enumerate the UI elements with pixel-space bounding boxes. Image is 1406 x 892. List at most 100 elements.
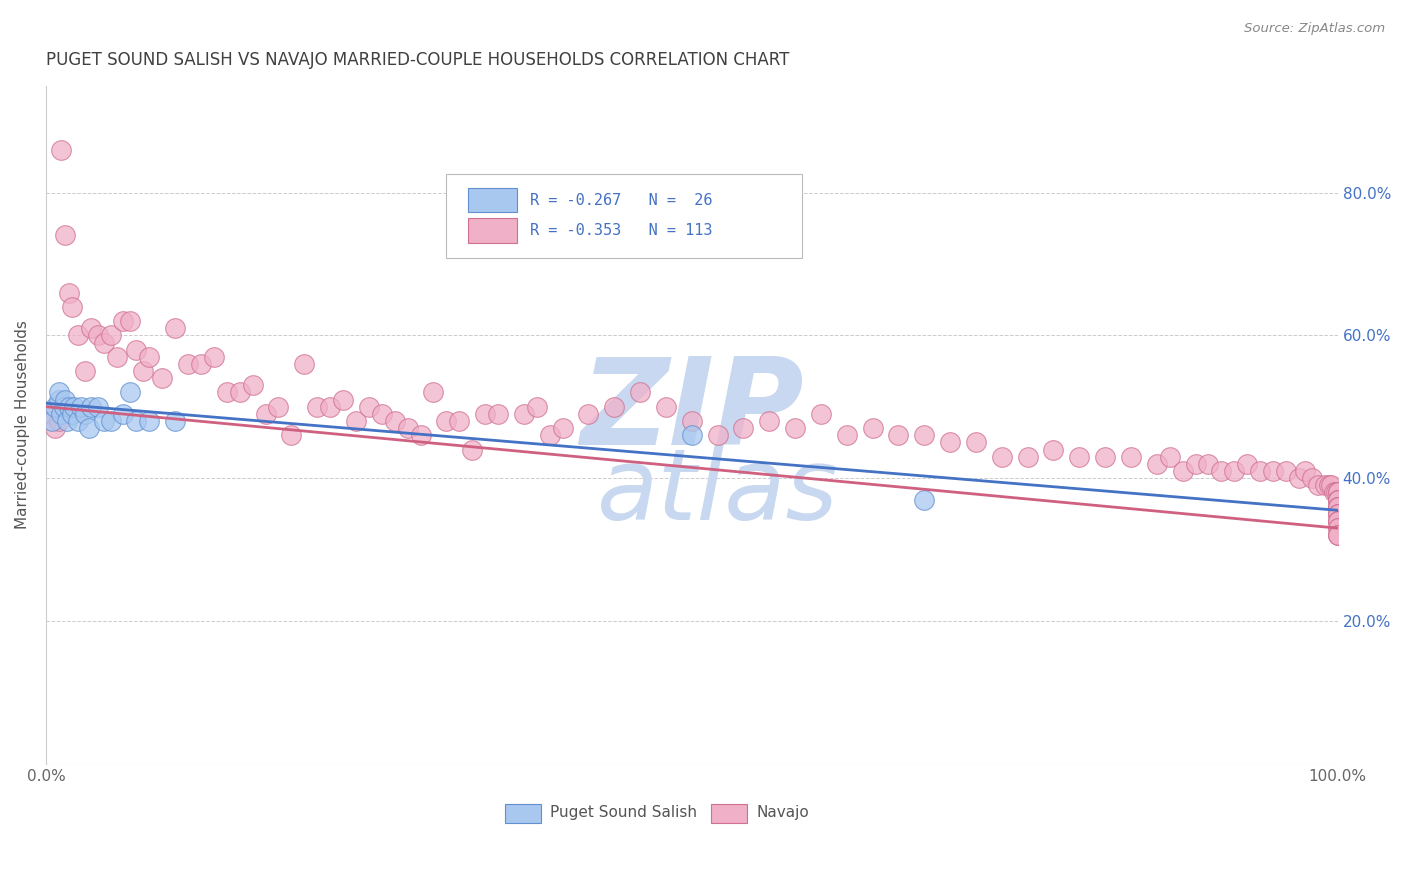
Point xyxy=(1301,471,1323,485)
Point xyxy=(48,392,70,407)
FancyBboxPatch shape xyxy=(446,174,801,259)
Point xyxy=(177,357,200,371)
Point xyxy=(190,357,212,371)
Point xyxy=(73,364,96,378)
Point xyxy=(63,400,86,414)
Point xyxy=(1288,471,1310,485)
Point xyxy=(1326,507,1348,521)
Point xyxy=(1326,514,1348,528)
Point xyxy=(60,407,83,421)
Point xyxy=(51,143,73,157)
Point xyxy=(138,414,160,428)
Point xyxy=(100,328,122,343)
Point xyxy=(1326,485,1348,500)
Point xyxy=(125,414,148,428)
Point xyxy=(112,314,135,328)
Point xyxy=(1326,500,1348,514)
Point xyxy=(1326,492,1348,507)
Point xyxy=(60,300,83,314)
Point xyxy=(1326,507,1348,521)
Point xyxy=(655,400,678,414)
FancyBboxPatch shape xyxy=(468,188,517,212)
Point xyxy=(1326,485,1348,500)
Point xyxy=(1146,457,1168,471)
Point xyxy=(1326,528,1348,542)
Point xyxy=(706,428,728,442)
FancyBboxPatch shape xyxy=(711,804,748,822)
Point xyxy=(73,407,96,421)
Point xyxy=(1275,464,1298,478)
Point xyxy=(409,428,432,442)
Point xyxy=(112,407,135,421)
Point xyxy=(628,385,651,400)
Point xyxy=(1326,492,1348,507)
Point xyxy=(461,442,484,457)
Point xyxy=(1184,457,1206,471)
Point xyxy=(1326,507,1348,521)
Point xyxy=(1326,514,1348,528)
Point xyxy=(965,435,987,450)
Point xyxy=(93,414,115,428)
Point xyxy=(578,407,600,421)
Point xyxy=(53,400,76,414)
Point xyxy=(67,328,90,343)
Point xyxy=(67,414,90,428)
Text: atlas: atlas xyxy=(596,444,838,541)
Point xyxy=(44,421,66,435)
Point xyxy=(1326,492,1348,507)
Point xyxy=(44,400,66,414)
Point xyxy=(1042,442,1064,457)
Point xyxy=(474,407,496,421)
Point xyxy=(422,385,444,400)
Point xyxy=(835,428,858,442)
Point xyxy=(449,414,471,428)
Point xyxy=(150,371,173,385)
Text: ZIP: ZIP xyxy=(579,352,804,469)
Point xyxy=(132,364,155,378)
Point xyxy=(58,285,80,300)
Point xyxy=(93,335,115,350)
Point xyxy=(1171,464,1194,478)
Point xyxy=(1159,450,1181,464)
Point xyxy=(70,400,93,414)
Point xyxy=(810,407,832,421)
Point xyxy=(125,343,148,357)
Point xyxy=(55,414,77,428)
Point xyxy=(371,407,394,421)
Point xyxy=(912,428,935,442)
Point xyxy=(513,407,536,421)
Point xyxy=(681,414,703,428)
Point xyxy=(1323,485,1346,500)
Point xyxy=(1313,478,1336,492)
Point xyxy=(357,400,380,414)
Point xyxy=(202,350,225,364)
Point xyxy=(486,407,509,421)
Text: Navajo: Navajo xyxy=(756,805,808,820)
Point xyxy=(1308,478,1330,492)
Point xyxy=(41,407,63,421)
FancyBboxPatch shape xyxy=(468,219,517,243)
Point xyxy=(1211,464,1233,478)
Point xyxy=(681,428,703,442)
FancyBboxPatch shape xyxy=(505,804,541,822)
Point xyxy=(1017,450,1039,464)
Point xyxy=(939,435,962,450)
Point xyxy=(165,414,187,428)
Point xyxy=(1326,514,1348,528)
Point xyxy=(280,428,302,442)
Point xyxy=(1326,500,1348,514)
Point xyxy=(1326,521,1348,535)
Point xyxy=(1326,500,1348,514)
Point xyxy=(1317,478,1340,492)
Point xyxy=(292,357,315,371)
Point xyxy=(1326,528,1348,542)
Point xyxy=(138,350,160,364)
Y-axis label: Married-couple Households: Married-couple Households xyxy=(15,320,30,529)
Point xyxy=(1119,450,1142,464)
Point xyxy=(105,350,128,364)
Point xyxy=(1069,450,1091,464)
Point xyxy=(48,414,70,428)
Point xyxy=(344,414,367,428)
Point xyxy=(384,414,406,428)
Point xyxy=(1261,464,1284,478)
